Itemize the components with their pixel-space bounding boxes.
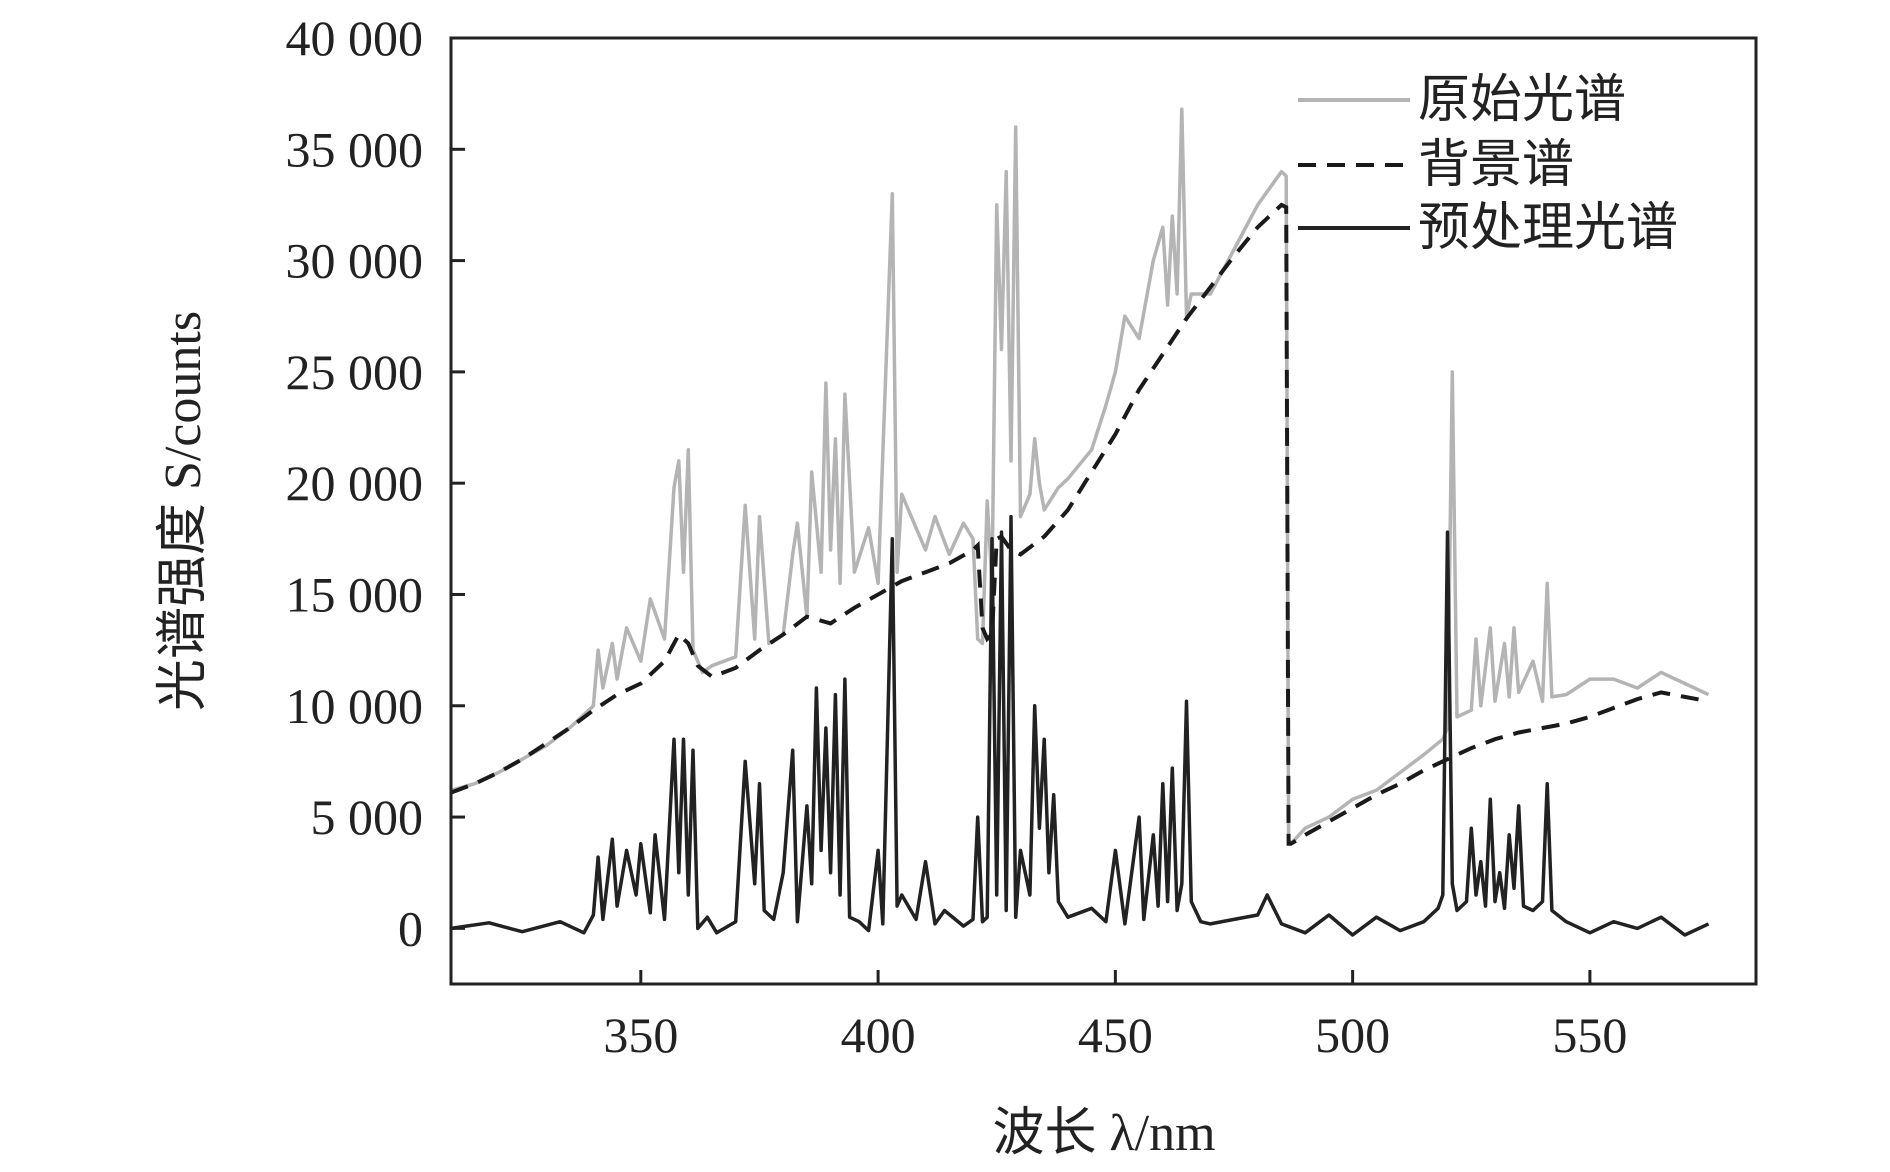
- plot-series: [450, 107, 1710, 937]
- legend: 原始光谱 背景谱 预处理光谱: [1298, 72, 1678, 257]
- y-tick-label: 5 000: [311, 789, 424, 845]
- legend-label-raw-spectrum: 原始光谱: [1418, 72, 1626, 129]
- x-axis-title: 波长 λ/nm: [992, 1105, 1215, 1162]
- plot-frame: [449, 36, 1758, 986]
- series-line-background-spectrum: [450, 202, 1709, 846]
- y-axis-ticks: 0 5 000 10 000 15 000 20 000 25 000 30 000 35 0…: [286, 10, 465, 956]
- y-tick-label: 15 000: [286, 566, 424, 622]
- y-tick-label: 0: [398, 900, 423, 956]
- y-tick-label: 25 000: [286, 344, 424, 400]
- y-tick-label: 30 000: [286, 233, 424, 289]
- x-tick-label: 350: [603, 1007, 678, 1063]
- x-axis-ticks: 350 400 450 500 550: [603, 970, 1627, 1063]
- series-line-preprocessed-spectrum: [450, 514, 1710, 937]
- y-tick-label: 20 000: [286, 455, 424, 511]
- x-tick-label: 500: [1315, 1007, 1390, 1063]
- y-axis-title: 光谱强度 S/counts: [155, 311, 212, 711]
- y-tick-label: 35 000: [286, 121, 424, 177]
- legend-label-background-spectrum: 背景谱: [1418, 137, 1574, 194]
- legend-label-preprocessed-spectrum: 预处理光谱: [1418, 200, 1678, 257]
- y-tick-label: 40 000: [286, 10, 424, 66]
- x-tick-label: 450: [1078, 1007, 1153, 1063]
- x-tick-label: 550: [1552, 1007, 1627, 1063]
- y-tick-label: 10 000: [286, 678, 424, 734]
- x-tick-label: 400: [841, 1007, 916, 1063]
